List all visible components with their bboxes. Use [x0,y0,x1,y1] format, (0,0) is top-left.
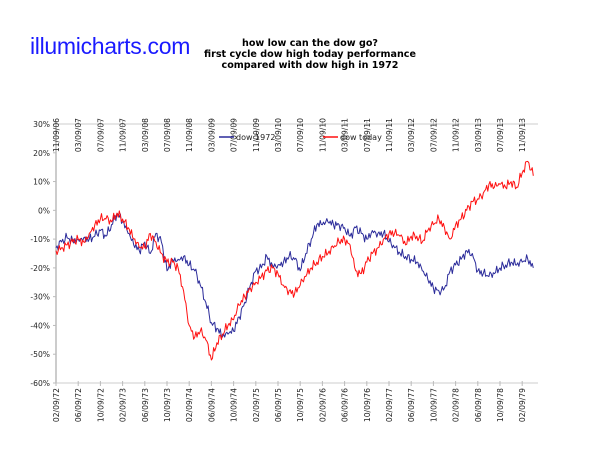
bottom-x-tick-label: 10/09/77 [429,388,438,422]
bottom-x-tick-label: 02/09/74 [185,388,194,422]
bottom-x-tick-label: 06/09/72 [74,388,83,422]
bottom-x-tick-label: 06/09/73 [141,388,150,422]
top-x-tick-label: 03/09/13 [474,118,483,152]
bottom-x-tick-label: 06/09/74 [207,388,216,422]
top-x-tick-label: 07/09/11 [363,118,372,152]
top-x-tick-label: 03/09/07 [74,118,83,152]
top-x-tick-label: 11/09/08 [185,118,194,152]
bottom-x-tick-label: 02/09/79 [518,388,527,422]
bottom-x-tick-label: 02/09/77 [385,388,394,422]
y-tick-label: -10% [30,235,50,244]
top-x-tick-label: 07/09/07 [96,118,105,152]
series-line-dow-today [55,160,534,361]
y-tick-label: 0% [38,206,50,215]
series-line-dow-1972 [55,212,534,338]
bottom-x-tick-label: 10/09/75 [296,388,305,422]
bottom-x-tick-label: 10/09/74 [230,388,239,422]
top-x-tick-label: 11/09/06 [52,118,61,152]
top-x-tick-label: 07/09/08 [163,118,172,152]
y-tick-label: 10% [33,178,50,187]
top-x-tick-label: 07/09/13 [496,118,505,152]
chart-title-line-1: how low can the dow go? [242,38,378,49]
bottom-x-tick-label: 06/09/75 [274,388,283,422]
top-x-tick-label: 03/09/08 [141,118,150,152]
bottom-x-tick-label: 10/09/78 [496,388,505,422]
bottom-x-tick-label: 06/09/78 [474,388,483,422]
y-tick-label: -40% [30,321,50,330]
bottom-x-tick-label: 02/09/75 [252,388,261,422]
y-tick-label: 20% [33,149,50,158]
y-tick-label: -20% [30,264,50,273]
y-tick-label: 30% [33,120,50,129]
top-x-tick-label: 11/09/12 [452,118,461,152]
top-x-tick-label: 03/09/10 [274,118,283,152]
top-x-tick-label: 07/09/12 [429,118,438,152]
top-x-tick-label: 11/09/13 [518,118,527,152]
bottom-x-tick-label: 06/09/76 [341,388,350,422]
bottom-x-tick-label: 02/09/72 [52,388,61,422]
bottom-x-tick-label: 10/09/73 [163,388,172,422]
bottom-x-tick-label: 10/09/76 [363,388,372,422]
y-tick-label: -50% [30,350,50,359]
y-tick-label: -30% [30,293,50,302]
top-x-tick-label: 07/09/09 [230,118,239,152]
bottom-x-tick-label: 06/09/77 [407,388,416,422]
top-x-tick-label: 03/09/12 [407,118,416,152]
top-x-tick-label: 11/09/10 [318,118,327,152]
top-x-tick-label: 11/09/09 [252,118,261,152]
legend-label: dow 1972 [236,133,275,142]
bottom-x-tick-label: 02/09/76 [318,388,327,422]
top-x-tick-label: 03/09/09 [207,118,216,152]
top-x-tick-label: 11/09/07 [119,118,128,152]
y-tick-label: -60% [30,379,50,388]
bottom-x-tick-label: 10/09/72 [96,388,105,422]
bottom-x-tick-label: 02/09/73 [119,388,128,422]
bottom-x-tick-label: 02/09/78 [452,388,461,422]
chart-title-line-3: compared with dow high in 1972 [221,60,399,71]
legend-label: dow today [340,133,382,142]
chart-title: how low can the dow go? first cycle dow … [190,38,430,71]
site-logo[interactable]: illumicharts.com [30,33,191,59]
chart-title-line-2: first cycle dow high today performance [204,49,416,60]
top-x-tick-label: 03/09/11 [341,118,350,152]
top-x-tick-label: 11/09/11 [385,118,394,152]
top-x-tick-label: 07/09/10 [296,118,305,152]
